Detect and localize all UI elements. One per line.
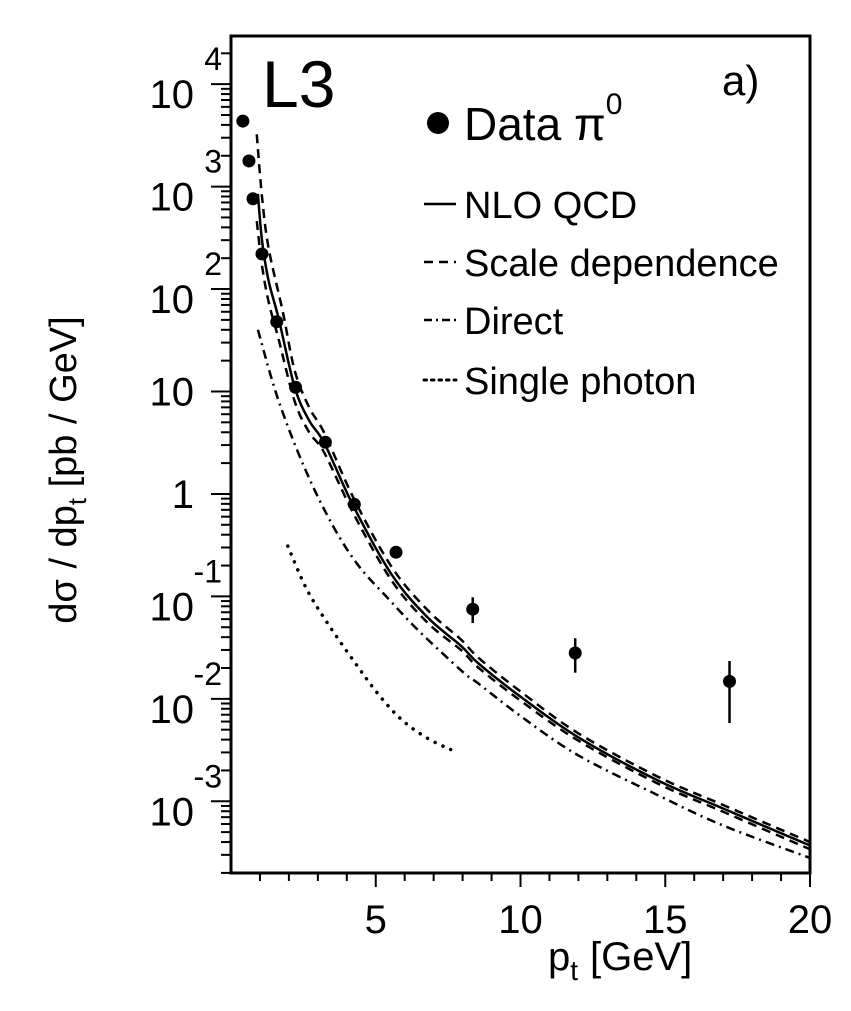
legend-label-scale: Scale dependence <box>464 243 779 285</box>
legend-item-direct: Direct <box>424 301 564 343</box>
legend-marker-data <box>427 112 449 134</box>
legend-item-scale: Scale dependence <box>424 243 779 285</box>
legend-label-data: Data π0 <box>464 88 622 150</box>
data-marker <box>270 315 284 329</box>
curve-scale-dependence-lower <box>255 221 811 851</box>
y-tick-exponent: 2 <box>204 246 222 282</box>
data-point <box>318 435 332 449</box>
data-point <box>236 114 250 128</box>
data-marker <box>347 497 361 511</box>
y-tick-base: 10 <box>150 790 195 834</box>
data-marker <box>318 435 332 449</box>
data-point <box>246 192 260 206</box>
y-axis-title: dσ / dpt [pb / GeV] <box>43 316 92 623</box>
y-tick-base: 10 <box>150 176 195 220</box>
data-point <box>270 315 284 329</box>
y-tick-exponent: 4 <box>204 41 222 77</box>
curves-layer <box>255 134 811 860</box>
y-tick-base: 10 <box>150 73 195 117</box>
panel-label: a) <box>722 57 759 104</box>
x-tick-label: 5 <box>365 898 387 942</box>
y-tick-exponent: -3 <box>194 758 222 794</box>
data-marker <box>723 674 737 688</box>
y-tick-exponent: -1 <box>194 553 222 589</box>
y-tick-label: 10-1 <box>150 553 223 629</box>
y-tick-label: 10-3 <box>150 758 223 834</box>
data-marker <box>242 154 256 168</box>
x-tick-label: 15 <box>643 898 688 942</box>
data-point <box>389 545 403 559</box>
data-point <box>466 597 480 623</box>
data-point <box>723 661 737 724</box>
x-tick-label: 10 <box>498 898 543 942</box>
data-points-layer <box>236 114 737 724</box>
y-tick-base: 10 <box>150 585 195 629</box>
plot-frame <box>229 34 812 875</box>
data-point <box>568 638 582 673</box>
y-tick-exponent: -2 <box>194 656 222 692</box>
data-marker <box>246 192 260 206</box>
legend-item-single: Single photon <box>422 361 696 403</box>
data-point <box>289 380 303 394</box>
x-tick-label: 20 <box>788 898 833 942</box>
legend-label-single: Single photon <box>464 361 696 403</box>
data-marker <box>289 380 303 394</box>
y-tick-base: 1 <box>172 473 194 517</box>
data-marker <box>568 646 582 660</box>
y-tick-label: 1 <box>172 473 194 517</box>
y-tick-label: 104 <box>150 41 223 117</box>
curve-scale-dependence-upper <box>255 134 811 844</box>
y-tick-label: 10 <box>150 370 195 414</box>
data-marker <box>236 114 250 128</box>
data-point <box>347 497 361 511</box>
legend-label-direct: Direct <box>464 301 564 343</box>
x-axis-title: pt [GeV] <box>548 935 692 986</box>
y-tick-base: 10 <box>150 688 195 732</box>
y-tick-base: 10 <box>150 278 195 322</box>
data-marker <box>466 602 480 616</box>
data-point <box>242 154 256 168</box>
experiment-label: L3 <box>262 47 335 121</box>
y-tick-label: 103 <box>150 144 223 220</box>
legend-item-nlo: NLO QCD <box>424 185 637 227</box>
data-marker <box>389 545 403 559</box>
y-tick-label: 10-2 <box>150 656 223 732</box>
y-tick-base: 10 <box>150 370 195 414</box>
data-marker <box>255 247 269 261</box>
curve-single-photon <box>285 544 453 752</box>
y-tick-exponent: 3 <box>204 144 222 180</box>
data-point <box>255 247 269 261</box>
curve-nlo-qcd <box>256 193 811 847</box>
curve-direct <box>256 329 811 860</box>
x-axis-ticks: 5 10 15 20 <box>258 873 833 942</box>
legend-item-data: Data π0 <box>427 88 622 150</box>
legend: Data π0 NLO QCD Scale dependence Direct … <box>422 88 779 403</box>
y-tick-label: 102 <box>150 246 223 322</box>
legend-label-nlo: NLO QCD <box>464 185 637 227</box>
